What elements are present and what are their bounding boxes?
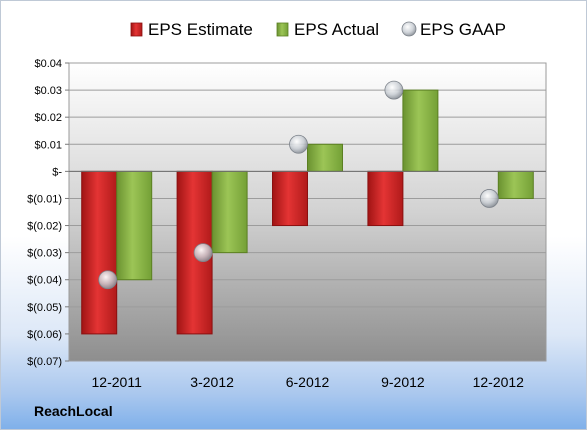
y-axis: $0.04 $0.03 $0.02 $0.01 $- $(0.01) $(0.02) $(0.… [27,58,69,368]
x-category-label: 12-2012 [473,374,525,390]
legend: EPS Estimate EPS Actual EPS GAAP [130,20,506,39]
y-tick-label: $0.04 [34,58,62,70]
y-tick-label: $(0.06) [27,329,62,341]
legend-gaap-swatch [401,21,417,37]
gaap-marker [289,134,308,154]
gaap-markers [98,80,499,290]
y-tick-label: $0.01 [34,139,62,151]
actual-bar [402,89,439,172]
gaap-marker [479,189,499,208]
y-tick-label: $- [52,166,62,178]
legend-actual: EPS Actual [276,20,379,39]
y-tick-label: $0.03 [34,85,62,97]
y-tick-label: $0.02 [34,112,62,124]
actual-bar [211,170,248,254]
y-tick-label: $(0.02) [27,221,62,233]
legend-estimate-swatch [130,22,143,37]
estimate-bar [81,170,118,335]
brand-label: ReachLocal [34,403,113,419]
legend-actual-label: EPS Actual [294,20,379,39]
bars [81,89,534,335]
actual-bar [116,170,153,281]
y-tick-label: $(0.04) [27,275,62,287]
gaap-marker [193,243,213,263]
y-tick-label: $(0.07) [27,356,62,368]
actual-bar [307,143,343,172]
x-category-label: 9-2012 [381,374,425,390]
legend-actual-swatch [276,22,289,37]
y-tick-label: $(0.05) [27,302,62,314]
gaap-marker [384,80,404,100]
x-category-label: 6-2012 [286,374,330,390]
y-tick-label: $(0.03) [27,248,62,260]
gaap-marker [98,270,118,290]
estimate-bar [367,170,404,227]
legend-estimate-label: EPS Estimate [148,20,253,39]
x-axis: 12-2011 3-2012 6-2012 9-2012 12-2012 [69,170,546,390]
x-category-label: 3-2012 [190,374,234,390]
y-tick-label: $(0.01) [27,193,62,205]
estimate-bar [272,170,308,227]
legend-estimate: EPS Estimate [130,20,253,39]
legend-gaap: EPS GAAP [401,20,506,39]
legend-gaap-label: EPS GAAP [420,20,506,39]
actual-bar [497,170,534,199]
x-category-label: 12-2011 [92,374,143,390]
